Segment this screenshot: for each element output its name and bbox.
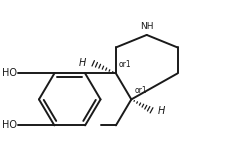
Text: or1: or1 bbox=[119, 60, 132, 69]
Text: H: H bbox=[79, 58, 86, 68]
Text: or1: or1 bbox=[134, 86, 147, 95]
Text: HO: HO bbox=[2, 68, 17, 78]
Text: HO: HO bbox=[2, 120, 17, 130]
Text: H: H bbox=[157, 106, 165, 116]
Text: NH: NH bbox=[140, 22, 154, 31]
